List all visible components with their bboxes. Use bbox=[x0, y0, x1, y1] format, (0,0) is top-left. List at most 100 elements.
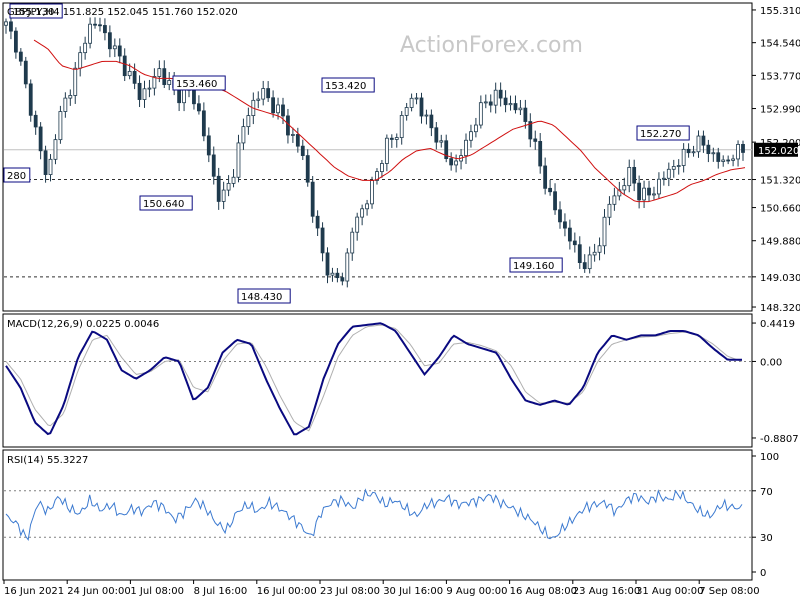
price-annotation-box bbox=[3, 167, 31, 183]
candle-body bbox=[602, 216, 607, 247]
candle-body bbox=[315, 215, 320, 229]
candle-body bbox=[543, 165, 548, 189]
candle-body bbox=[429, 114, 434, 129]
price-annotation: 148.430 bbox=[241, 292, 282, 303]
candle-body bbox=[157, 68, 162, 77]
macd-signal-line bbox=[5, 324, 743, 432]
candle-body bbox=[370, 180, 374, 205]
candle-body bbox=[192, 89, 196, 105]
rsi-ytick-label: 30 bbox=[760, 533, 773, 544]
candle-body bbox=[666, 168, 671, 179]
candle-body bbox=[335, 272, 340, 279]
price-annotation-box bbox=[172, 75, 226, 91]
candle-body bbox=[671, 166, 676, 170]
candle-body bbox=[18, 51, 23, 62]
candle-body bbox=[567, 227, 572, 242]
candle-body bbox=[488, 101, 493, 106]
x-tick-label: 9 Aug 00:00 bbox=[446, 586, 507, 597]
candle-body bbox=[241, 126, 246, 144]
x-tick-label: 23 Jul 08:00 bbox=[320, 586, 380, 597]
candle-body bbox=[38, 126, 43, 152]
candle-body bbox=[394, 137, 399, 140]
candle-body bbox=[642, 187, 646, 201]
candle-body bbox=[73, 67, 78, 96]
candle-body bbox=[741, 144, 745, 153]
candle-body bbox=[637, 182, 642, 201]
macd-title: MACD(12,26,9) 0.0225 0.0046 bbox=[7, 319, 159, 330]
price-annotation: 152.270 bbox=[640, 129, 681, 140]
price-annotation: 153.420 bbox=[325, 81, 366, 92]
price-ytick-label: 155.310 bbox=[760, 6, 800, 17]
x-tick-label: 24 Jun 00:00 bbox=[67, 586, 131, 597]
rsi-title: RSI(14) 55.3227 bbox=[7, 455, 88, 466]
candle-body bbox=[290, 134, 295, 136]
candle-body bbox=[345, 252, 350, 282]
candle-body bbox=[627, 166, 632, 187]
candle-body bbox=[23, 60, 28, 85]
candle-body bbox=[572, 240, 577, 246]
price-panel bbox=[2, 2, 753, 312]
candle-body bbox=[389, 137, 394, 140]
candle-body bbox=[261, 88, 266, 100]
candle-body bbox=[28, 83, 33, 116]
candle-body bbox=[147, 87, 152, 90]
candle-body bbox=[295, 134, 300, 147]
price-ytick-label: 150.660 bbox=[760, 204, 800, 215]
candle-body bbox=[380, 163, 384, 173]
candle-body bbox=[13, 30, 18, 53]
x-tick-label: 31 Aug 00:00 bbox=[636, 586, 703, 597]
candle-body bbox=[563, 221, 567, 229]
candle-body bbox=[4, 21, 8, 26]
rsi-ytick-label: 70 bbox=[760, 487, 773, 498]
candle-body bbox=[355, 216, 360, 233]
candle-body bbox=[414, 97, 419, 100]
candle-body bbox=[528, 121, 533, 140]
candle-body bbox=[201, 110, 206, 137]
candle-body bbox=[478, 102, 483, 126]
candle-body bbox=[384, 137, 389, 164]
candle-body bbox=[691, 151, 696, 154]
watermark: ActionForex.com bbox=[400, 33, 583, 58]
x-tick-label: 23 Aug 16:00 bbox=[573, 586, 640, 597]
x-tick-label: 1 Jul 08:00 bbox=[130, 586, 184, 597]
candle-body bbox=[607, 203, 612, 218]
candle-body bbox=[88, 23, 92, 44]
candle-body bbox=[424, 114, 429, 117]
candle-body bbox=[577, 244, 582, 264]
candle-body bbox=[622, 185, 627, 191]
candle-body bbox=[53, 139, 58, 160]
candle-body bbox=[711, 152, 716, 155]
candle-body bbox=[83, 42, 88, 54]
candle-body bbox=[558, 209, 562, 223]
candle-body bbox=[617, 189, 622, 197]
candle-body bbox=[587, 254, 592, 270]
candle-body bbox=[399, 115, 404, 138]
candle-body bbox=[112, 45, 117, 50]
x-tick-label: 30 Jul 16:00 bbox=[383, 586, 443, 597]
candle-body bbox=[409, 97, 414, 108]
candle-body bbox=[117, 45, 122, 57]
price-annotation: 155.130 bbox=[13, 7, 54, 18]
candle-body bbox=[127, 70, 132, 77]
price-annotation: 153.460 bbox=[176, 79, 217, 90]
candle-body bbox=[122, 55, 127, 77]
candle-body bbox=[58, 111, 63, 141]
candle-body bbox=[686, 148, 691, 154]
candle-body bbox=[93, 23, 97, 26]
price-ytick-label: 152.990 bbox=[760, 105, 800, 116]
macd-ytick-label: 0.4419 bbox=[760, 319, 795, 330]
candle-body bbox=[63, 97, 68, 112]
candle-body bbox=[449, 158, 454, 166]
candle-body bbox=[132, 70, 137, 84]
candle-body bbox=[305, 155, 310, 183]
candle-body bbox=[657, 178, 661, 195]
price-annotation: 280 bbox=[7, 171, 26, 182]
price-ytick-label: 153.770 bbox=[760, 71, 800, 82]
macd-line bbox=[5, 322, 742, 436]
current-price-label: 152.020 bbox=[758, 146, 799, 157]
candle-body bbox=[167, 80, 172, 85]
candle-body bbox=[320, 227, 325, 254]
x-tick-label: 16 Jun 2021 bbox=[4, 586, 64, 597]
x-tick-label: 8 Jul 16:00 bbox=[194, 586, 248, 597]
